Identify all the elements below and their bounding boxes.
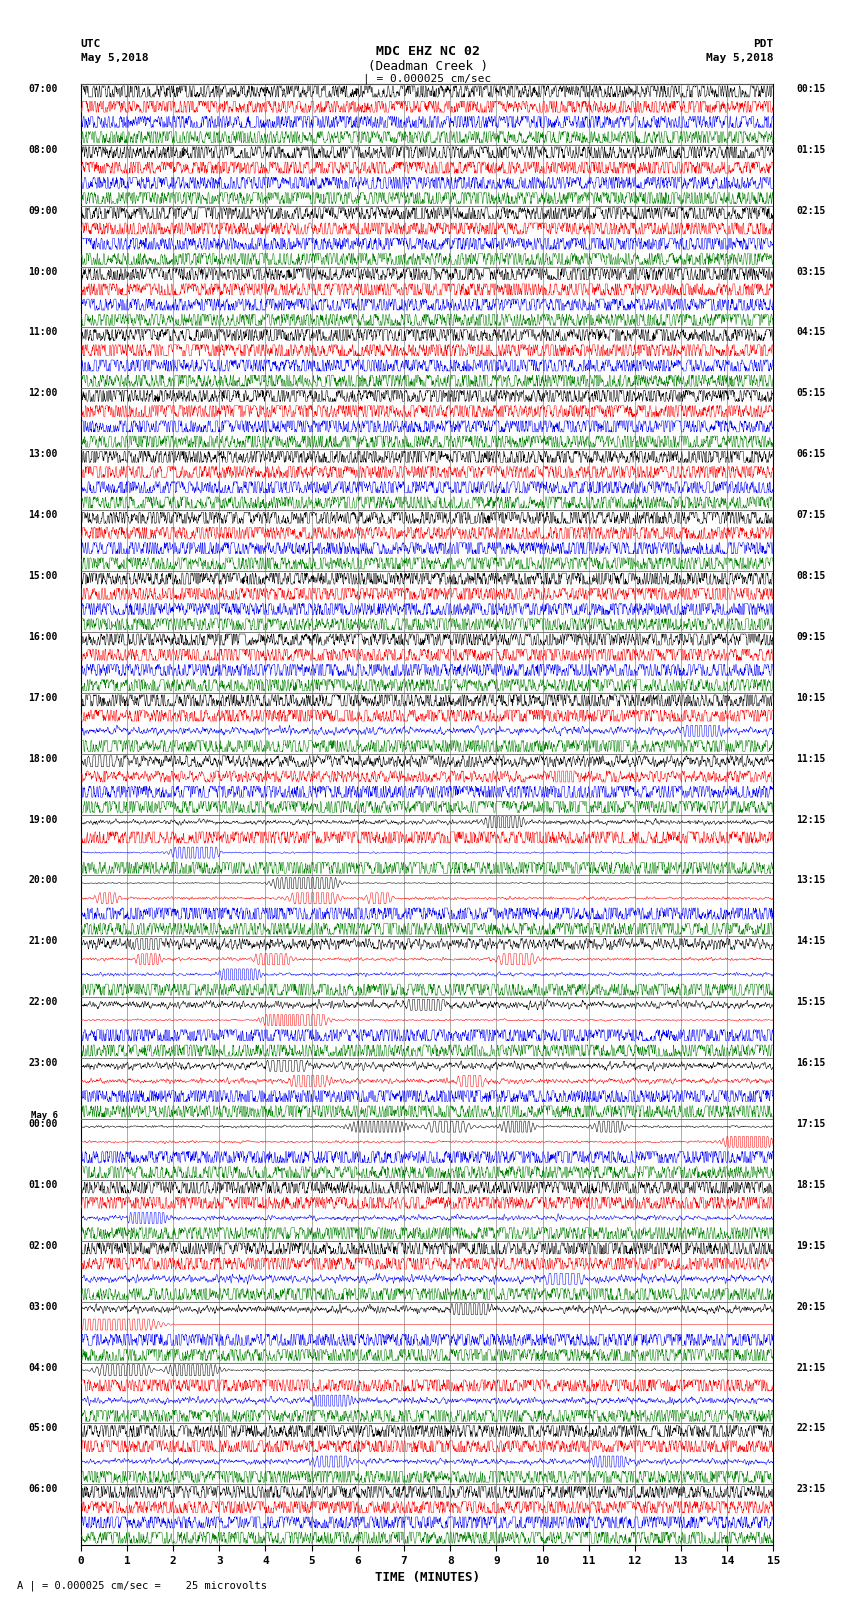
Text: 04:00: 04:00 — [28, 1363, 58, 1373]
Text: 20:00: 20:00 — [28, 876, 58, 886]
Text: 03:00: 03:00 — [28, 1302, 58, 1311]
Text: 20:15: 20:15 — [796, 1302, 826, 1311]
Text: 13:15: 13:15 — [796, 876, 826, 886]
Text: 01:15: 01:15 — [796, 145, 826, 155]
Text: MDC EHZ NC 02: MDC EHZ NC 02 — [376, 45, 479, 58]
Text: 21:00: 21:00 — [28, 936, 58, 947]
Text: 14:15: 14:15 — [796, 936, 826, 947]
Text: 15:15: 15:15 — [796, 997, 826, 1007]
Text: A | = 0.000025 cm/sec =    25 microvolts: A | = 0.000025 cm/sec = 25 microvolts — [17, 1581, 267, 1590]
Text: UTC: UTC — [81, 39, 101, 48]
Text: 07:00: 07:00 — [28, 84, 58, 94]
Text: 18:00: 18:00 — [28, 753, 58, 763]
Text: 22:15: 22:15 — [796, 1423, 826, 1434]
Text: May 5,2018: May 5,2018 — [81, 53, 148, 63]
Text: 06:00: 06:00 — [28, 1484, 58, 1494]
Text: 00:15: 00:15 — [796, 84, 826, 94]
Text: May 6: May 6 — [31, 1111, 58, 1119]
Text: 08:00: 08:00 — [28, 145, 58, 155]
Text: 17:00: 17:00 — [28, 694, 58, 703]
Text: 22:00: 22:00 — [28, 997, 58, 1007]
Text: 18:15: 18:15 — [796, 1181, 826, 1190]
Text: 06:15: 06:15 — [796, 448, 826, 460]
Text: 19:00: 19:00 — [28, 815, 58, 824]
Text: 11:00: 11:00 — [28, 327, 58, 337]
Text: 01:00: 01:00 — [28, 1181, 58, 1190]
Text: 03:15: 03:15 — [796, 266, 826, 276]
Text: 12:15: 12:15 — [796, 815, 826, 824]
Text: 04:15: 04:15 — [796, 327, 826, 337]
Text: 05:15: 05:15 — [796, 389, 826, 398]
Text: 23:00: 23:00 — [28, 1058, 58, 1068]
Text: 12:00: 12:00 — [28, 389, 58, 398]
X-axis label: TIME (MINUTES): TIME (MINUTES) — [375, 1571, 479, 1584]
Text: 15:00: 15:00 — [28, 571, 58, 581]
Text: 13:00: 13:00 — [28, 448, 58, 460]
Text: 16:15: 16:15 — [796, 1058, 826, 1068]
Text: 11:15: 11:15 — [796, 753, 826, 763]
Text: 02:15: 02:15 — [796, 206, 826, 216]
Text: May 5,2018: May 5,2018 — [706, 53, 774, 63]
Text: 02:00: 02:00 — [28, 1240, 58, 1250]
Text: | = 0.000025 cm/sec: | = 0.000025 cm/sec — [364, 74, 491, 84]
Text: 16:00: 16:00 — [28, 632, 58, 642]
Text: 14:00: 14:00 — [28, 510, 58, 519]
Text: 10:00: 10:00 — [28, 266, 58, 276]
Text: 07:15: 07:15 — [796, 510, 826, 519]
Text: 09:00: 09:00 — [28, 206, 58, 216]
Text: 00:00: 00:00 — [28, 1119, 58, 1129]
Text: 08:15: 08:15 — [796, 571, 826, 581]
Text: (Deadman Creek ): (Deadman Creek ) — [367, 60, 488, 73]
Text: PDT: PDT — [753, 39, 774, 48]
Text: 05:00: 05:00 — [28, 1423, 58, 1434]
Text: 17:15: 17:15 — [796, 1119, 826, 1129]
Text: 23:15: 23:15 — [796, 1484, 826, 1494]
Text: 19:15: 19:15 — [796, 1240, 826, 1250]
Text: 10:15: 10:15 — [796, 694, 826, 703]
Text: 09:15: 09:15 — [796, 632, 826, 642]
Text: 21:15: 21:15 — [796, 1363, 826, 1373]
